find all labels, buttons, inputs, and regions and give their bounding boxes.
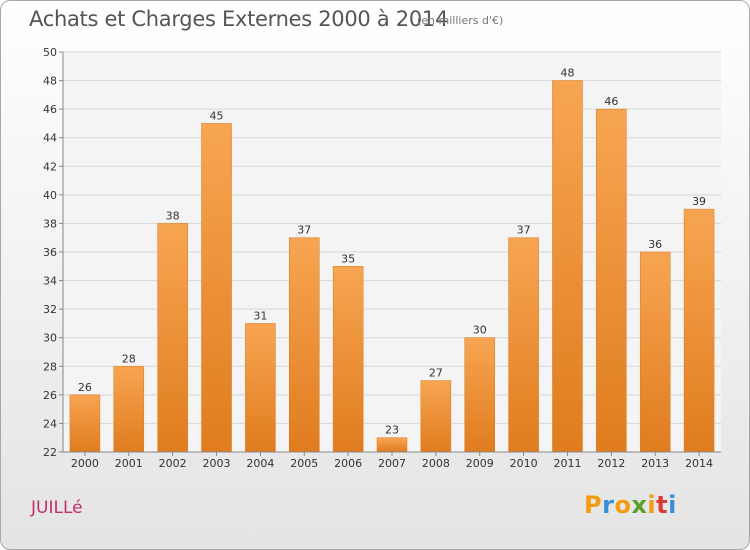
- data-label-2001: 28: [122, 352, 136, 365]
- y-tick-label: 44: [43, 132, 57, 145]
- data-label-2008: 27: [429, 367, 443, 380]
- x-tick-label-2000: 2000: [71, 457, 99, 470]
- chart-title: Achats et Charges Externes 2000 à 2014: [29, 7, 449, 31]
- x-tick-label-2009: 2009: [466, 457, 494, 470]
- x-tick-label-2013: 2013: [641, 457, 669, 470]
- chart-subtitle: (en milliers d'€): [417, 14, 504, 27]
- logo-letter: i: [668, 491, 677, 519]
- y-tick-label: 36: [43, 246, 57, 259]
- x-tick-label-2002: 2002: [159, 457, 187, 470]
- y-tick-label: 34: [43, 275, 57, 288]
- data-label-2009: 30: [473, 324, 487, 337]
- proxiti-logo: Proxiti: [584, 491, 677, 519]
- data-label-2006: 35: [341, 252, 355, 265]
- data-label-2005: 37: [297, 224, 311, 237]
- x-tick-label-2003: 2003: [203, 457, 231, 470]
- y-tick-label: 48: [43, 75, 57, 88]
- bar-2008: [420, 380, 452, 453]
- bar-2005: [289, 237, 320, 453]
- logo-letter: o: [614, 491, 632, 519]
- bar-2007: [376, 437, 408, 453]
- x-tick-label-2014: 2014: [685, 457, 713, 470]
- x-tick-label-2007: 2007: [378, 457, 406, 470]
- bar-2002: [157, 223, 188, 453]
- bar-2006: [332, 266, 364, 453]
- logo-letter: i: [647, 491, 657, 519]
- y-tick-label: 40: [43, 189, 57, 202]
- y-tick-label: 38: [43, 217, 57, 230]
- data-label-2011: 48: [560, 67, 574, 80]
- data-label-2007: 23: [385, 424, 399, 437]
- y-tick-label: 46: [43, 103, 57, 116]
- bar-2009: [464, 337, 495, 453]
- data-label-2012: 46: [604, 95, 618, 108]
- y-tick-label: 22: [43, 446, 57, 459]
- data-label-2003: 45: [210, 109, 224, 122]
- x-tick-label-2005: 2005: [290, 457, 318, 470]
- logo-letter: t: [656, 491, 669, 519]
- bar-2012: [596, 108, 627, 453]
- x-tick-label-2001: 2001: [115, 457, 143, 470]
- data-label-2004: 31: [253, 309, 267, 322]
- bar-2010: [508, 237, 539, 453]
- y-tick-label: 30: [43, 332, 57, 345]
- logo-letter: x: [631, 491, 648, 519]
- data-label-2013: 36: [648, 238, 662, 251]
- bar-2001: [113, 366, 145, 453]
- x-tick-label-2008: 2008: [422, 457, 450, 470]
- y-tick-label: 26: [43, 389, 57, 402]
- y-tick-label: 28: [43, 360, 57, 373]
- x-tick-label-2006: 2006: [334, 457, 362, 470]
- logo-letter: P: [584, 491, 603, 519]
- data-label-2010: 37: [517, 224, 531, 237]
- data-label-2002: 38: [166, 209, 180, 222]
- y-tick-label: 24: [43, 417, 57, 430]
- x-tick-label-2011: 2011: [553, 457, 581, 470]
- y-tick-label: 50: [43, 46, 57, 59]
- bar-2013: [639, 251, 671, 453]
- y-tick-label: 32: [43, 303, 57, 316]
- x-tick-label-2010: 2010: [510, 457, 538, 470]
- bar-2003: [201, 123, 232, 453]
- logo-letter: r: [602, 491, 615, 519]
- bar-2004: [245, 323, 276, 453]
- data-label-2014: 39: [692, 195, 706, 208]
- bar-2000: [69, 394, 101, 453]
- x-tick-label-2012: 2012: [597, 457, 625, 470]
- bar-2011: [552, 80, 583, 453]
- bar-2014: [683, 208, 715, 453]
- x-tick-label-2004: 2004: [246, 457, 274, 470]
- data-label-2000: 26: [78, 381, 92, 394]
- commune-name: JUILLé: [31, 498, 83, 518]
- y-tick-label: 42: [43, 160, 57, 173]
